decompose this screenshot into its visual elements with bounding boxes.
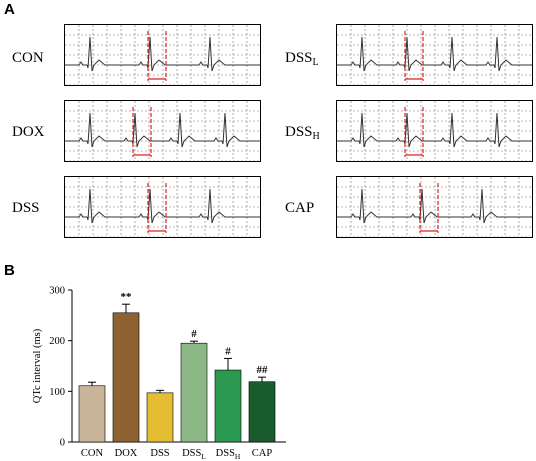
ecg-waveform xyxy=(65,112,260,148)
ecg-waveform xyxy=(337,188,532,224)
ecg-grid xyxy=(337,177,532,237)
ecg-grid xyxy=(65,177,260,237)
ecg-trace-cap xyxy=(336,176,533,238)
ecg-label-con: CON xyxy=(12,50,44,66)
x-tick-label-2: DSS xyxy=(150,448,169,459)
bar-0 xyxy=(78,385,106,443)
ecg-label-dssl: DSSL xyxy=(285,50,319,68)
ecg-label-dss: DSS xyxy=(12,200,40,216)
y-tick-label: 0 xyxy=(60,438,65,449)
error-bar-1 xyxy=(122,303,130,313)
qt-interval-marker xyxy=(147,31,167,81)
ecg-label-dox: DOX xyxy=(12,124,45,140)
panel-a-label: A xyxy=(4,1,15,18)
y-tick-label: 300 xyxy=(49,286,65,297)
ecg-label-dssh: DSSH xyxy=(285,124,320,142)
ecg-grid xyxy=(337,101,532,161)
ecg-grid xyxy=(65,25,260,85)
ecg-waveform xyxy=(337,112,532,148)
error-bar-0 xyxy=(88,381,96,386)
significance-label-1: ** xyxy=(121,291,133,303)
significance-label-5: ## xyxy=(257,364,269,376)
significance-label-3: # xyxy=(191,328,197,340)
ecg-waveform xyxy=(65,188,260,224)
bar-5 xyxy=(248,381,276,443)
bar-4 xyxy=(214,369,242,443)
y-tick-label: 100 xyxy=(49,387,65,398)
panel-b-label: B xyxy=(4,262,15,279)
error-bar-2 xyxy=(156,389,164,393)
x-tick-label-1: DOX xyxy=(115,448,138,459)
x-tick-label-4: DSSH xyxy=(216,448,241,461)
ecg-label-cap: CAP xyxy=(285,200,315,216)
qt-interval-marker xyxy=(404,31,424,81)
x-tick-label-3: DSSL xyxy=(182,448,206,461)
ecg-trace-dssh xyxy=(336,100,533,162)
error-bar-4 xyxy=(224,357,232,371)
qt-interval-marker xyxy=(147,183,167,233)
ecg-waveform xyxy=(337,36,532,72)
qt-interval-marker xyxy=(419,183,439,233)
bar-3 xyxy=(180,342,208,443)
qt-interval-marker xyxy=(132,107,152,157)
x-tick-label-0: CON xyxy=(81,448,104,459)
ecg-trace-dssl xyxy=(336,24,533,86)
y-tick-label: 200 xyxy=(49,336,65,347)
bar-2 xyxy=(146,392,174,443)
ecg-trace-con xyxy=(64,24,261,86)
bar-1 xyxy=(112,312,140,443)
ecg-trace-dox xyxy=(64,100,261,162)
qtc-bar-chart: 0 100 200 300 QTc interval (ms) CON ** DOX DSS # D… xyxy=(32,286,286,461)
ecg-grid xyxy=(65,101,260,161)
y-axis-label: QTc interval (ms) xyxy=(32,328,43,403)
qt-interval-marker xyxy=(404,107,424,157)
significance-label-4: # xyxy=(225,345,231,357)
ecg-trace-dss xyxy=(64,176,261,238)
error-bar-3 xyxy=(190,340,198,344)
error-bar-5 xyxy=(258,376,266,382)
ecg-waveform xyxy=(65,36,260,72)
x-tick-label-5: CAP xyxy=(252,448,273,459)
ecg-grid xyxy=(337,25,532,85)
